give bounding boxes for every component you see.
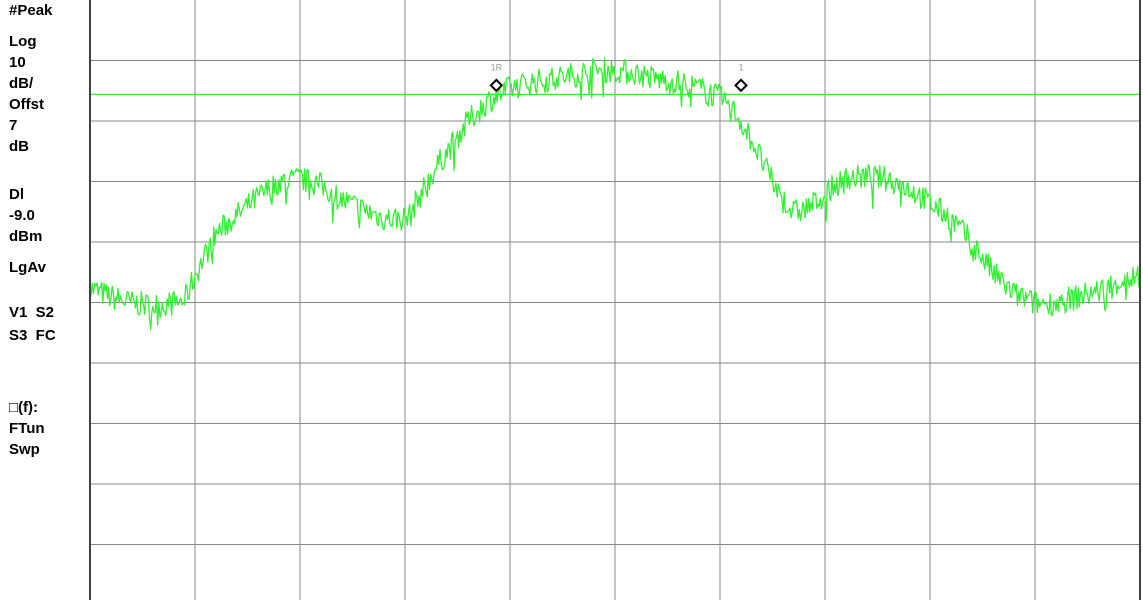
display-line-label: Dl — [9, 186, 24, 203]
marker-label: 1R — [491, 62, 503, 72]
function-ftun-label: FTun — [9, 420, 45, 437]
graticule-frame — [89, 0, 1141, 600]
offset-label: Offst — [9, 96, 44, 113]
marker-diamond — [734, 78, 748, 93]
detector-label: #Peak — [9, 2, 53, 19]
function-label: □(f): — [9, 399, 39, 416]
trace-status-row-1: V1 S2 — [9, 304, 55, 321]
scale-type-label: Log — [9, 33, 37, 50]
marker-diamond — [489, 78, 504, 93]
trace-status-row-2: S3 FC — [9, 327, 56, 344]
scale-value-label: 10 — [9, 54, 26, 71]
function-swp-label: Swp — [9, 441, 40, 458]
display-line-value: -9.0 — [9, 207, 35, 224]
offset-value: 7 — [9, 117, 18, 134]
markers: 1R 1 — [489, 62, 748, 93]
average-mode-label: LgAv — [9, 259, 46, 276]
scale-unit-label: dB/ — [9, 75, 34, 92]
offset-unit: dB — [9, 138, 29, 155]
marker-label: 1 — [738, 62, 743, 72]
graticule — [90, 0, 1140, 600]
display-line-unit: dBm — [9, 228, 43, 245]
spectrum-trace — [89, 57, 1141, 331]
